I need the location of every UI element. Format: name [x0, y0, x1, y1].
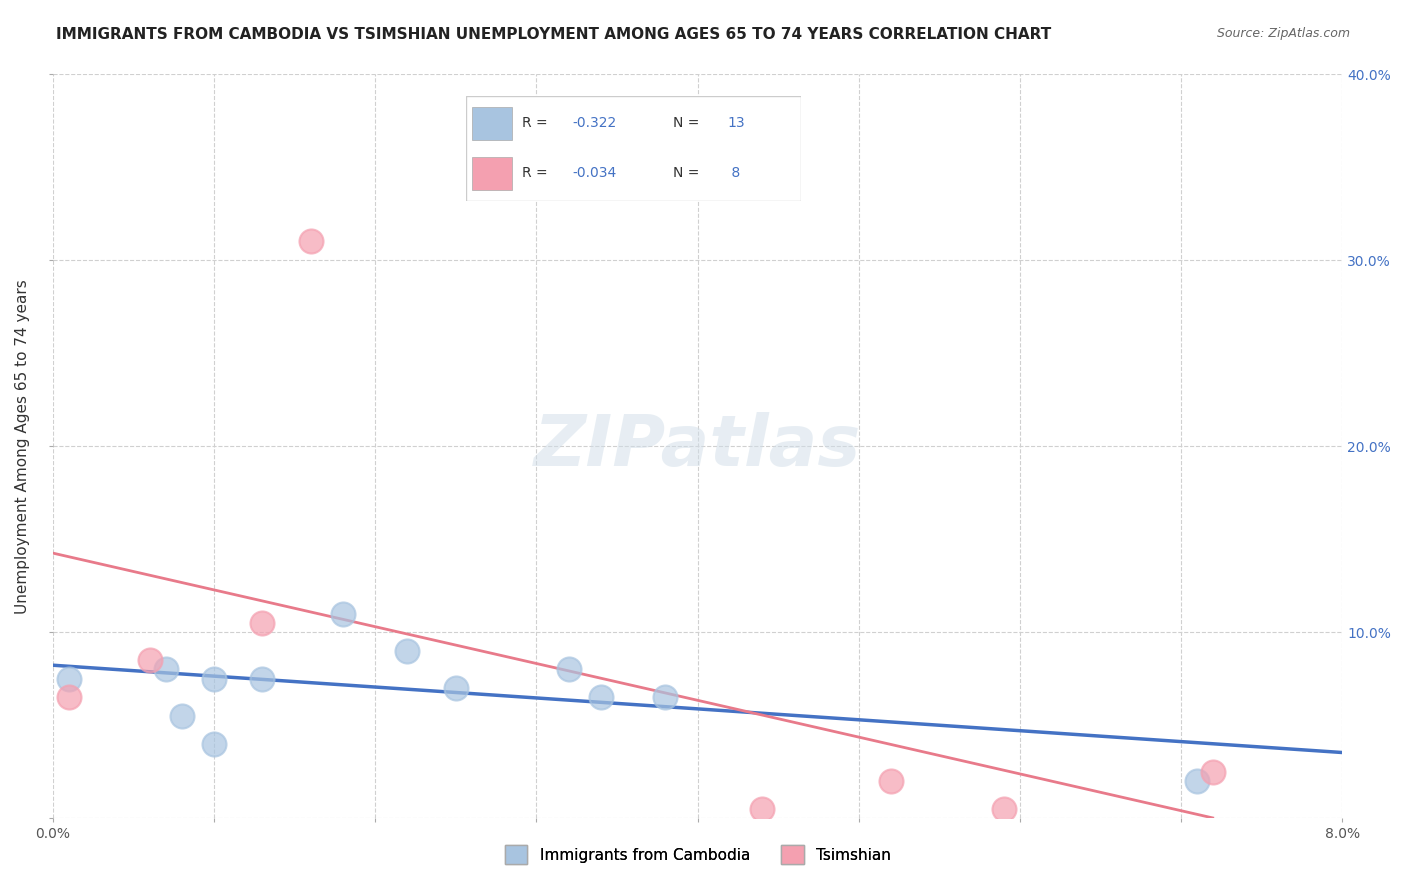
Point — [170, 709, 193, 723]
Text: IMMIGRANTS FROM CAMBODIA VS TSIMSHIAN UNEMPLOYMENT AMONG AGES 65 TO 74 YEARS COR: IMMIGRANTS FROM CAMBODIA VS TSIMSHIAN UN… — [56, 27, 1052, 42]
Point — [444, 681, 467, 695]
Legend: Immigrants from Cambodia, Tsimshian: Immigrants from Cambodia, Tsimshian — [499, 839, 897, 871]
Point — [138, 653, 160, 667]
Point — [299, 235, 322, 249]
Point — [155, 662, 177, 676]
Text: ZIPatlas: ZIPatlas — [534, 411, 862, 481]
Point — [202, 737, 225, 751]
Text: Source: ZipAtlas.com: Source: ZipAtlas.com — [1216, 27, 1350, 40]
Point — [396, 644, 419, 658]
Point — [202, 672, 225, 686]
Point — [751, 802, 773, 816]
Point — [589, 690, 612, 705]
Point — [557, 662, 579, 676]
Point — [252, 615, 274, 630]
Point — [58, 690, 80, 705]
Point — [252, 672, 274, 686]
Point — [880, 774, 903, 789]
Point — [993, 802, 1015, 816]
Point — [654, 690, 676, 705]
Point — [58, 672, 80, 686]
Point — [1202, 764, 1225, 779]
Y-axis label: Unemployment Among Ages 65 to 74 years: Unemployment Among Ages 65 to 74 years — [15, 279, 30, 614]
Point — [1187, 774, 1209, 789]
Point — [332, 607, 354, 621]
